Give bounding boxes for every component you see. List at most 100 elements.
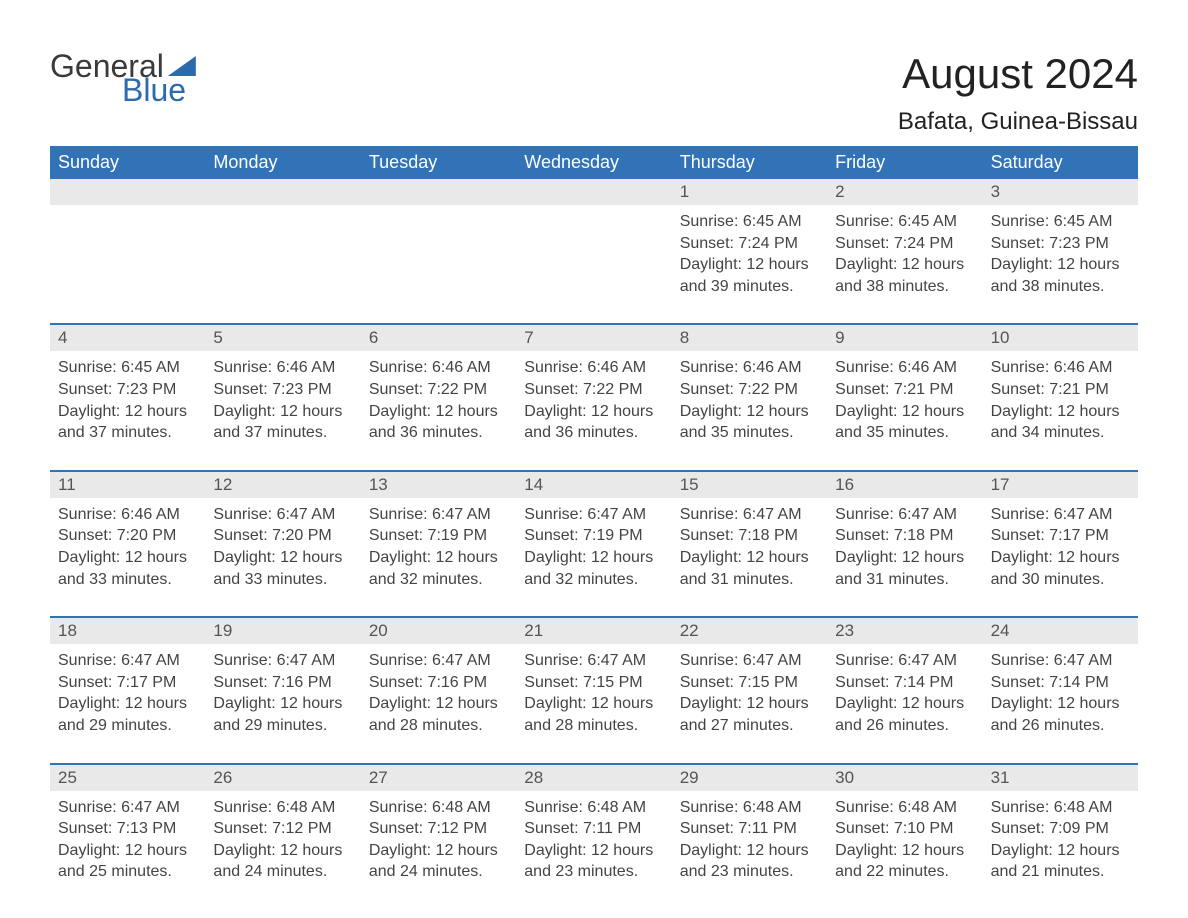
sunset-text: Sunset: 7:22 PM [680,379,819,401]
dayhead-fri: Friday [827,146,982,179]
sunset-text: Sunset: 7:15 PM [680,672,819,694]
dl1-text: Daylight: 12 hours [835,547,974,569]
day-cell: Sunrise: 6:48 AMSunset: 7:12 PMDaylight:… [205,791,360,909]
dl1-text: Daylight: 12 hours [369,840,508,862]
sunrise-text: Sunrise: 6:47 AM [524,504,663,526]
sunset-text: Sunset: 7:19 PM [369,525,508,547]
dl1-text: Daylight: 12 hours [213,401,352,423]
sunset-text: Sunset: 7:18 PM [680,525,819,547]
title-block: August 2024 Bafata, Guinea-Bissau [898,50,1138,136]
day-cell: Sunrise: 6:47 AMSunset: 7:20 PMDaylight:… [205,498,360,616]
dl2-text: and 37 minutes. [213,422,352,444]
day-cell: Sunrise: 6:47 AMSunset: 7:15 PMDaylight:… [516,644,671,762]
week-row: 11121314151617Sunrise: 6:46 AMSunset: 7:… [50,470,1138,616]
weeks-container: 123Sunrise: 6:45 AMSunset: 7:24 PMDaylig… [50,179,1138,909]
day-cell: Sunrise: 6:48 AMSunset: 7:09 PMDaylight:… [983,791,1138,909]
dl2-text: and 25 minutes. [58,861,197,883]
day-cell: Sunrise: 6:45 AMSunset: 7:24 PMDaylight:… [827,205,982,323]
location-label: Bafata, Guinea-Bissau [898,108,1138,136]
dl2-text: and 28 minutes. [369,715,508,737]
dl1-text: Daylight: 12 hours [369,693,508,715]
dl2-text: and 29 minutes. [213,715,352,737]
day-cell: Sunrise: 6:48 AMSunset: 7:12 PMDaylight:… [361,791,516,909]
day-number: 2 [827,179,982,205]
sunset-text: Sunset: 7:15 PM [524,672,663,694]
dl1-text: Daylight: 12 hours [680,401,819,423]
dayhead-mon: Monday [205,146,360,179]
day-number: 25 [50,765,205,791]
sunrise-text: Sunrise: 6:46 AM [991,357,1130,379]
dayhead-sun: Sunday [50,146,205,179]
sunrise-text: Sunrise: 6:45 AM [680,211,819,233]
day-number: 6 [361,325,516,351]
logo: General Blue [50,50,196,106]
day-cell: Sunrise: 6:48 AMSunset: 7:11 PMDaylight:… [672,791,827,909]
sunrise-text: Sunrise: 6:48 AM [213,797,352,819]
sunrise-text: Sunrise: 6:46 AM [835,357,974,379]
day-number: 7 [516,325,671,351]
dl1-text: Daylight: 12 hours [524,547,663,569]
day-number: 12 [205,472,360,498]
day-cell: Sunrise: 6:47 AMSunset: 7:16 PMDaylight:… [205,644,360,762]
sunset-text: Sunset: 7:19 PM [524,525,663,547]
dayhead-sat: Saturday [983,146,1138,179]
sunrise-text: Sunrise: 6:47 AM [524,650,663,672]
dl2-text: and 28 minutes. [524,715,663,737]
sunrise-text: Sunrise: 6:48 AM [991,797,1130,819]
dl1-text: Daylight: 12 hours [58,693,197,715]
day-number: 18 [50,618,205,644]
dl2-text: and 39 minutes. [680,276,819,298]
week-row: 45678910Sunrise: 6:45 AMSunset: 7:23 PMD… [50,323,1138,469]
day-cell: Sunrise: 6:47 AMSunset: 7:18 PMDaylight:… [672,498,827,616]
dl1-text: Daylight: 12 hours [680,840,819,862]
dl2-text: and 38 minutes. [991,276,1130,298]
sunrise-text: Sunrise: 6:46 AM [680,357,819,379]
day-number-row: 11121314151617 [50,472,1138,498]
day-number [50,179,205,205]
dl2-text: and 27 minutes. [680,715,819,737]
day-number: 19 [205,618,360,644]
dl2-text: and 32 minutes. [369,569,508,591]
sunset-text: Sunset: 7:23 PM [213,379,352,401]
day-number-row: 25262728293031 [50,765,1138,791]
sunset-text: Sunset: 7:09 PM [991,818,1130,840]
day-header-row: Sunday Monday Tuesday Wednesday Thursday… [50,146,1138,179]
day-cell: Sunrise: 6:47 AMSunset: 7:13 PMDaylight:… [50,791,205,909]
dl1-text: Daylight: 12 hours [835,693,974,715]
dl2-text: and 34 minutes. [991,422,1130,444]
day-number: 23 [827,618,982,644]
day-number: 27 [361,765,516,791]
day-number: 14 [516,472,671,498]
dl1-text: Daylight: 12 hours [680,693,819,715]
sunrise-text: Sunrise: 6:47 AM [680,504,819,526]
day-number: 4 [50,325,205,351]
day-cell: Sunrise: 6:46 AMSunset: 7:20 PMDaylight:… [50,498,205,616]
day-number: 17 [983,472,1138,498]
day-cell: Sunrise: 6:47 AMSunset: 7:14 PMDaylight:… [827,644,982,762]
dl1-text: Daylight: 12 hours [213,840,352,862]
day-number: 9 [827,325,982,351]
sunrise-text: Sunrise: 6:45 AM [835,211,974,233]
sunrise-text: Sunrise: 6:47 AM [680,650,819,672]
day-number [516,179,671,205]
day-cell [50,205,205,323]
month-title: August 2024 [898,50,1138,98]
dl1-text: Daylight: 12 hours [991,840,1130,862]
sunset-text: Sunset: 7:21 PM [991,379,1130,401]
dl1-text: Daylight: 12 hours [835,840,974,862]
calendar: Sunday Monday Tuesday Wednesday Thursday… [50,146,1138,909]
day-number: 21 [516,618,671,644]
sunset-text: Sunset: 7:17 PM [991,525,1130,547]
week-row: 18192021222324Sunrise: 6:47 AMSunset: 7:… [50,616,1138,762]
sunrise-text: Sunrise: 6:47 AM [369,650,508,672]
dl1-text: Daylight: 12 hours [213,547,352,569]
day-cell: Sunrise: 6:47 AMSunset: 7:17 PMDaylight:… [50,644,205,762]
dl1-text: Daylight: 12 hours [213,693,352,715]
sunrise-text: Sunrise: 6:47 AM [369,504,508,526]
dl1-text: Daylight: 12 hours [991,547,1130,569]
dl2-text: and 30 minutes. [991,569,1130,591]
day-number: 8 [672,325,827,351]
dl2-text: and 31 minutes. [680,569,819,591]
day-cell [205,205,360,323]
sunrise-text: Sunrise: 6:48 AM [369,797,508,819]
